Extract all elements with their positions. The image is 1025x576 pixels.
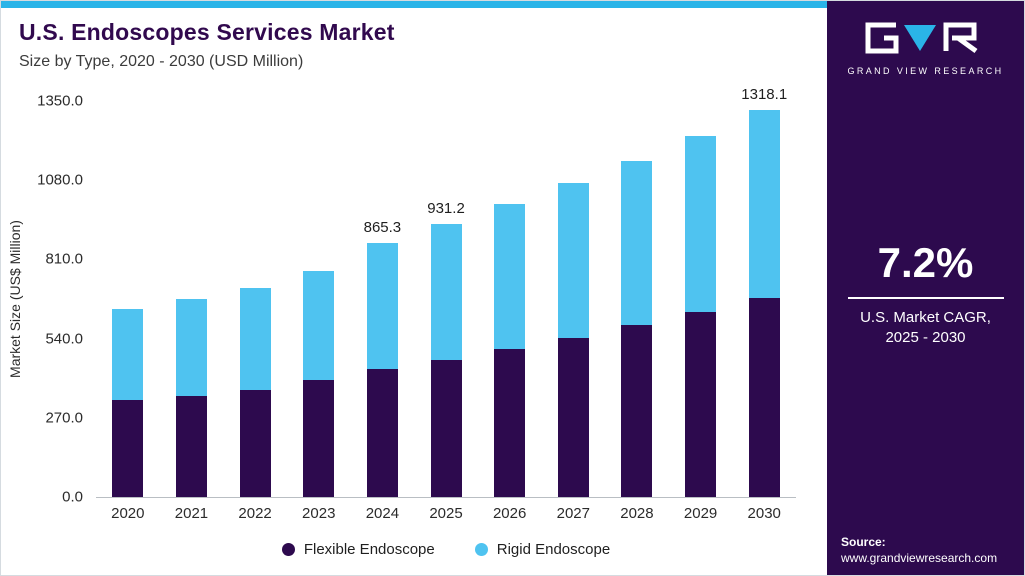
x-axis-label: 2029 (683, 505, 718, 522)
bars: 865.3 931.2 1318.1 (96, 86, 796, 497)
bar-segment-flexible-endoscope (748, 297, 780, 497)
source-url: www.grandviewresearch.com (841, 551, 998, 565)
legend-label-rigid: Rigid Endoscope (496, 541, 611, 558)
bar-total-label: 1318.1 (741, 86, 788, 104)
stacked-bar (239, 288, 271, 497)
stacked-bar (494, 204, 526, 497)
bar-group-2026 (478, 101, 542, 497)
cagr-value: 7.2% (877, 239, 974, 286)
bar-group-2027 (541, 101, 605, 497)
bar-segment-flexible-endoscope (557, 337, 589, 497)
stacked-bar (430, 223, 462, 497)
bar-segment-flexible-endoscope (303, 379, 335, 497)
x-axis-label: 2021 (174, 505, 209, 522)
stacked-bar (366, 243, 398, 497)
bar-segment-flexible-endoscope (239, 389, 271, 497)
legend-label-flexible: Flexible Endoscope (303, 541, 435, 558)
y-tick-label: 0.0 (62, 488, 83, 506)
bar-segment-rigid-endoscope (685, 136, 717, 312)
x-axis-label: 2027 (556, 505, 590, 522)
brand-sidebar: GRAND VIEW RESEARCH 7.2% U.S. Market CAG… (827, 1, 1024, 575)
x-axis-label: 2023 (302, 505, 336, 522)
cagr-caption: U.S. Market CAGR, 2025 - 2030 (827, 308, 1024, 349)
bar-group-2021 (160, 101, 224, 497)
stacked-bar-chart: Market Size (US$ Million) 0.0 270.0 540.0 8… (1, 86, 829, 567)
bar-segment-rigid-endoscope (303, 270, 335, 380)
y-tick-label: 1350.0 (37, 92, 83, 110)
y-axis-ticks: 0.0 270.0 540.0 810.0 1080.0 1350.0 (27, 93, 91, 506)
gvr-logo: GRAND VIEW RESEARCH (846, 21, 1006, 76)
y-tick-label: 270.0 (45, 409, 83, 427)
bar-segment-rigid-endoscope (494, 204, 526, 350)
bar-group-2029 (669, 101, 733, 497)
bar-group-2028 (605, 101, 669, 497)
cagr-caption-line2: 2025 - 2030 (885, 329, 966, 347)
bar-segment-flexible-endoscope (430, 360, 462, 497)
x-axis-label: 2020 (111, 505, 145, 522)
x-axis-label: 2030 (747, 505, 781, 522)
plot-area: 865.3 931.2 1318.1 (96, 86, 796, 498)
bar-group-2024: 865.3 (351, 101, 415, 497)
bar-group-2020 (96, 101, 160, 497)
bar-segment-rigid-endoscope (748, 110, 780, 298)
chart-header: U.S. Endoscopes Services Market Size by … (19, 19, 395, 71)
bar-segment-rigid-endoscope (366, 243, 398, 370)
x-axis-label: 2025 (429, 505, 463, 522)
bar-segment-rigid-endoscope (239, 288, 271, 390)
source-block: Source: www.grandviewresearch.com (841, 535, 997, 565)
bar-segment-flexible-endoscope (366, 369, 398, 497)
stacked-bar (621, 160, 653, 497)
x-axis-label: 2022 (238, 505, 272, 522)
stacked-bar (303, 270, 335, 497)
x-axis-label: 2024 (365, 505, 400, 522)
cagr-block: 7.2% U.S. Market CAGR, 2025 - 2030 (827, 239, 1024, 349)
bar-segment-flexible-endoscope (112, 400, 144, 497)
legend-item-flexible: Flexible Endoscope (281, 541, 435, 558)
bar-group-2025: 931.2 (414, 101, 478, 497)
y-tick-label: 810.0 (45, 250, 83, 268)
stacked-bar (557, 183, 589, 497)
page-title: U.S. Endoscopes Services Market (19, 19, 395, 45)
cagr-caption-line1: U.S. Market CAGR, (860, 309, 991, 326)
bar-group-2030: 1318.1 (732, 86, 796, 497)
bar-segment-rigid-endoscope (557, 183, 589, 338)
bar-group-2022 (223, 101, 287, 497)
x-axis-label: 2028 (620, 505, 654, 522)
x-axis: 2020 2021 2022 2023 2024 2025 2026 2027 2028 2029… (96, 505, 796, 522)
bar-segment-flexible-endoscope (621, 324, 653, 497)
bar-segment-flexible-endoscope (494, 349, 526, 497)
legend-swatch-rigid (474, 543, 488, 556)
top-accent-strip (1, 1, 829, 8)
bar-segment-flexible-endoscope (175, 395, 207, 497)
bar-segment-rigid-endoscope (621, 160, 653, 325)
legend-item-rigid: Rigid Endoscope (474, 541, 611, 558)
x-axis-label: 2026 (492, 505, 527, 522)
gvr-logo-glyphs (865, 22, 977, 54)
stacked-bar (112, 309, 144, 497)
bar-segment-rigid-endoscope (430, 223, 462, 361)
y-tick-label: 1080.0 (37, 171, 83, 189)
brand-name: GRAND VIEW RESEARCH (847, 66, 1004, 76)
bar-segment-flexible-endoscope (685, 311, 717, 497)
bar-total-label: 865.3 (363, 219, 402, 237)
stacked-bar (685, 136, 717, 497)
legend-swatch-flexible (281, 543, 295, 556)
cagr-divider (847, 297, 1004, 299)
y-tick-label: 540.0 (45, 330, 83, 348)
page-subtitle: Size by Type, 2020 - 2030 (USD Million) (19, 53, 304, 70)
y-axis-title: Market Size (US$ Million) (7, 220, 23, 378)
stacked-bar (175, 299, 207, 497)
bar-segment-rigid-endoscope (112, 309, 144, 401)
stacked-bar (748, 110, 780, 497)
bar-segment-rigid-endoscope (175, 299, 207, 396)
bar-group-2023 (287, 101, 351, 497)
bar-total-label: 931.2 (427, 199, 465, 217)
legend: Flexible Endoscope Rigid Endoscope (96, 541, 796, 558)
source-label: Source: (841, 535, 886, 549)
